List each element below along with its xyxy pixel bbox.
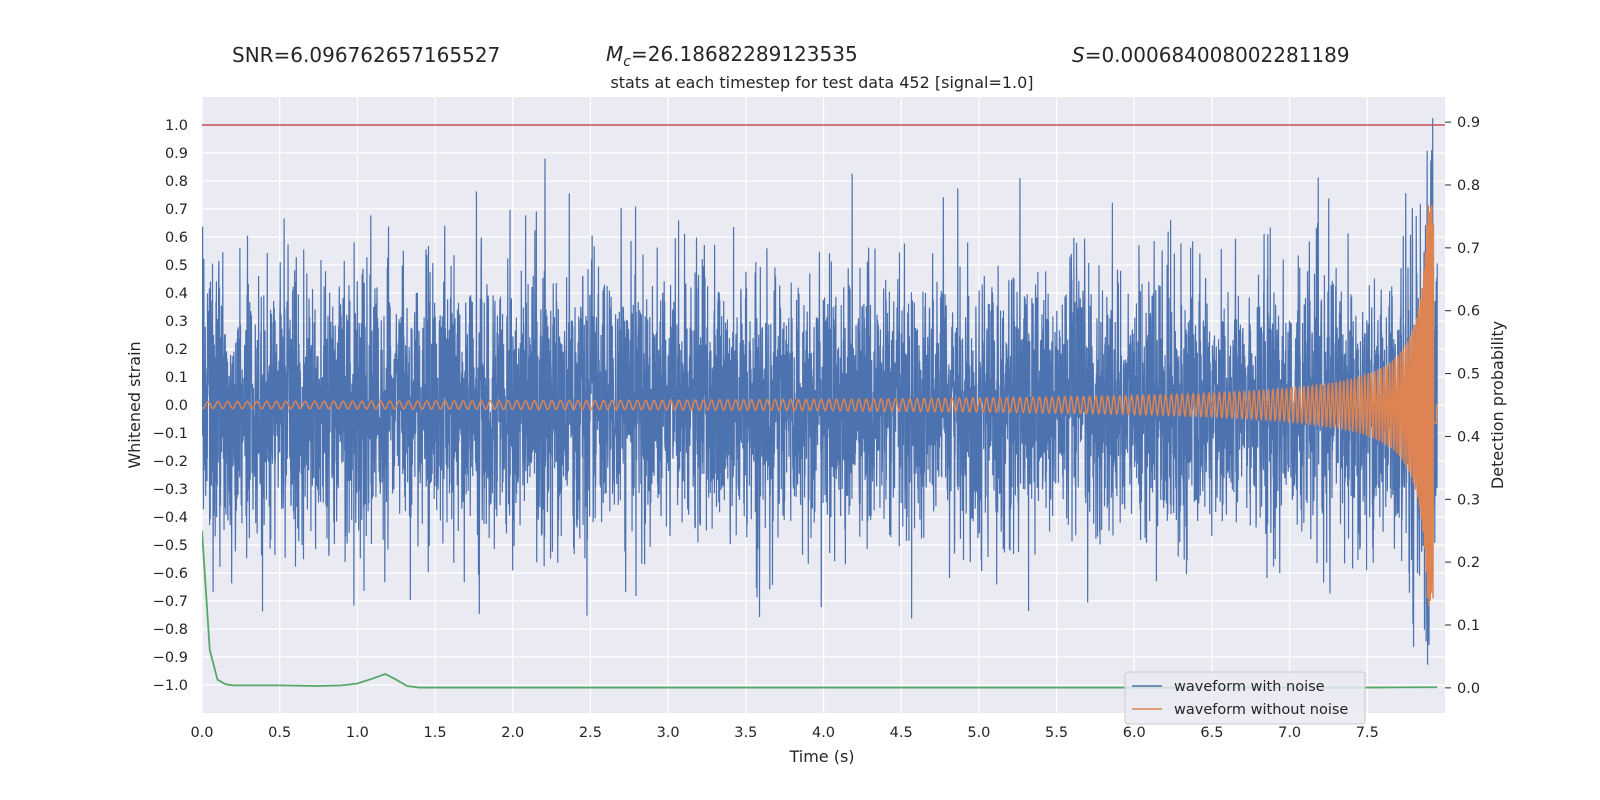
y-tick-label: −0.4 [153,510,188,526]
x-tick-label: 3.5 [734,725,757,741]
chart-annotations: SNR=6.096762657165527 Mc=26.186822891235… [232,42,1350,70]
y-tick-label: 0.1 [165,370,188,386]
y-tick-label: −0.1 [153,426,188,442]
series-waveform-without-noise [202,204,1438,607]
y2-tick-label: 0.5 [1457,367,1480,383]
y-tick-label: −0.8 [153,622,188,638]
chirp-mass-value: =26.18682289123535 [631,42,858,66]
y-tick-label: 0.4 [165,286,188,302]
x-axis-ticks: 0.0 0.5 1.0 1.5 2.0 2.5 3.0 3.5 4.0 4.5 5.0 5.5 6.0 6… [190,725,1378,741]
y-tick-label: −0.3 [153,482,188,498]
series-detection-probability [202,530,1438,689]
legend: waveform with noise waveform without noi… [1124,671,1366,725]
y-tick-label: 0.5 [165,258,188,274]
y2-tick-label: 0.0 [1457,681,1480,697]
y2-tick-label: 0.6 [1457,304,1480,320]
y-tick-label: 0.2 [165,342,188,358]
y-axis-ticks: 1.0 0.9 0.8 0.7 0.6 0.5 0.4 0.3 0.2 0.1 0.0 −0.1 −0.… [153,118,188,694]
legend-entry-noise: waveform with noise [1174,679,1325,695]
s-value: =0.000684008002281189 [1085,43,1350,67]
x-tick-label: 6.0 [1123,725,1146,741]
y-tick-label: −1.0 [153,678,188,694]
y-tick-label: −0.7 [153,594,188,610]
x-tick-label: 3.0 [657,725,680,741]
y-tick-label: −0.2 [153,454,188,470]
y2-tick-label: 0.9 [1457,115,1480,131]
y-axis-label: Whitened strain [125,341,144,468]
chart-title: stats at each timestep for test data 452… [610,73,1033,92]
s-annotation: S=0.000684008002281189 [1072,43,1350,67]
chirp-mass-subscript: c [623,54,631,70]
y-tick-label: −0.9 [153,650,188,666]
y-tick-label: 0.8 [165,174,188,190]
y2-axis-label: Detection probability [1488,321,1507,489]
x-tick-label: 7.5 [1356,725,1379,741]
chirp-mass-annotation: Mc=26.18682289123535 [606,42,858,70]
x-tick-label: 0.0 [190,725,213,741]
x-tick-label: 4.5 [890,725,913,741]
series-waveform-with-noise [202,118,1438,665]
y-tick-label: 0.9 [165,146,188,162]
x-tick-label: 1.5 [424,725,447,741]
y2-tick-label: 0.3 [1457,492,1480,508]
y-tick-label: 0.7 [165,202,188,218]
legend-box [1124,671,1366,725]
series-layer [202,118,1445,689]
y2-tick-label: 0.4 [1457,429,1480,445]
x-tick-label: 6.5 [1200,725,1223,741]
snr-annotation: SNR=6.096762657165527 [232,43,500,67]
x-tick-label: 7.0 [1278,725,1301,741]
y-tick-label: −0.6 [153,566,188,582]
legend-entry-clean: waveform without noise [1174,702,1348,718]
x-axis-label: Time (s) [788,747,854,766]
x-tick-label: 2.5 [579,725,602,741]
x-tick-label: 5.0 [967,725,990,741]
y2-tick-label: 0.1 [1457,618,1480,634]
x-tick-label: 2.0 [501,725,524,741]
y-tick-label: 0.0 [165,398,188,414]
y2-tick-label: 0.2 [1457,555,1480,571]
s-symbol: S [1072,43,1085,67]
x-tick-label: 5.5 [1045,725,1068,741]
y-tick-label: 1.0 [165,118,188,134]
y-tick-label: 0.3 [165,314,188,330]
chirp-mass-symbol: M [606,42,623,66]
y2-axis-ticks: 0.9 0.8 0.7 0.6 0.5 0.4 0.3 0.2 0.1 0.0 [1445,115,1480,697]
y2-tick-label: 0.7 [1457,241,1480,257]
x-tick-label: 0.5 [268,725,291,741]
x-tick-label: 4.0 [812,725,835,741]
y-tick-label: −0.5 [153,538,188,554]
y-tick-label: 0.6 [165,230,188,246]
y2-tick-label: 0.8 [1457,178,1480,194]
x-tick-label: 1.0 [346,725,369,741]
